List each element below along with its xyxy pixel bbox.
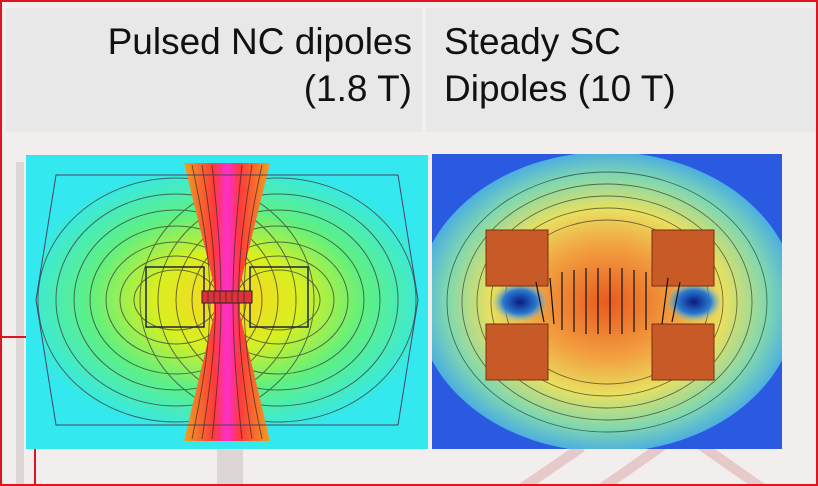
header-right-line2: Dipoles (10 T) <box>444 68 676 109</box>
header-pulsed-nc: Pulsed NC dipoles (1.8 T) <box>6 8 422 132</box>
red-connector-horizontal <box>2 336 26 338</box>
pulsed-nc-dipole-field-map <box>26 155 428 449</box>
header-left-line2: (1.8 T) <box>303 68 412 109</box>
red-connector-vertical <box>34 448 36 484</box>
header-right-line1: Steady SC <box>444 21 621 62</box>
header-steady-sc: Steady SC Dipoles (10 T) <box>426 8 816 132</box>
header-left-line1: Pulsed NC dipoles <box>107 21 412 62</box>
steady-sc-dipole-field-map <box>432 154 782 449</box>
